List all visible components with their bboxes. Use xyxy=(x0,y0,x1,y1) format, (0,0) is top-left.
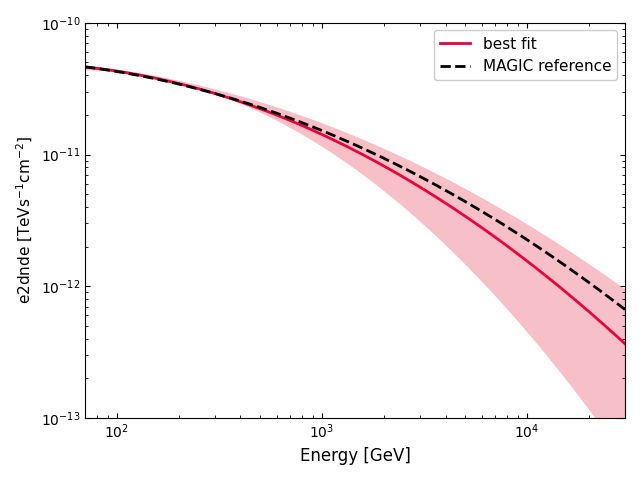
Y-axis label: e2dnde [TeVs$^{-1}$cm$^{-2}$]: e2dnde [TeVs$^{-1}$cm$^{-2}$] xyxy=(15,136,35,304)
best fit xyxy=(326,135,333,141)
Line: MAGIC reference: MAGIC reference xyxy=(85,67,625,310)
MAGIC reference xyxy=(442,188,449,193)
MAGIC reference xyxy=(220,93,228,99)
best fit xyxy=(81,64,89,70)
best fit xyxy=(220,94,228,99)
best fit xyxy=(621,341,629,347)
MAGIC reference xyxy=(488,215,495,220)
Legend: best fit, MAGIC reference: best fit, MAGIC reference xyxy=(434,30,618,80)
best fit xyxy=(488,232,495,238)
best fit xyxy=(442,200,449,206)
MAGIC reference xyxy=(399,165,407,171)
MAGIC reference xyxy=(621,307,629,312)
X-axis label: Energy [GeV]: Energy [GeV] xyxy=(300,447,410,465)
best fit xyxy=(399,174,407,180)
MAGIC reference xyxy=(326,131,333,136)
MAGIC reference xyxy=(177,82,184,87)
best fit xyxy=(177,81,184,87)
Line: best fit: best fit xyxy=(85,67,625,344)
MAGIC reference xyxy=(81,64,89,70)
